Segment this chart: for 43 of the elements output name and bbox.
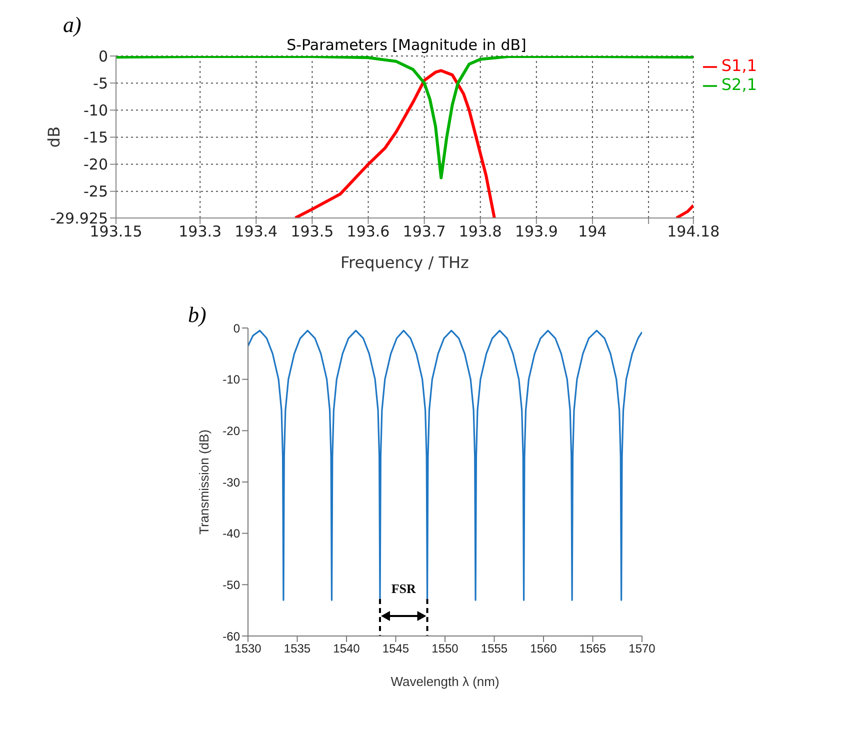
annotation: FSR	[391, 580, 417, 596]
y-tick-label: -20	[84, 156, 108, 174]
x-axis-title: Frequency / THz	[340, 253, 469, 272]
y-tick-label: -30	[222, 475, 240, 490]
y-tick-label: -40	[222, 526, 240, 541]
x-tick-label: 1570	[628, 642, 656, 656]
x-tick-label: 1555	[480, 642, 508, 656]
x-tick-label: 193.4	[234, 222, 278, 241]
x-axis-title: Wavelength λ (nm)	[390, 674, 500, 689]
chart-title: S-Parameters [Magnitude in dB]	[286, 36, 528, 54]
x-tick-label: 193.6	[346, 222, 390, 241]
x-tick-label: 193.5	[290, 222, 334, 241]
x-tick-label: 1560	[530, 642, 558, 656]
legend-label: S2,1	[721, 75, 757, 94]
text: b)	[188, 302, 206, 328]
text: a)	[63, 12, 82, 38]
x-tick-label: 1540	[333, 642, 360, 656]
y-tick-label: -10	[222, 372, 240, 387]
x-tick-label: 1550	[432, 642, 459, 656]
y-tick-label: -20	[222, 424, 240, 438]
y-tick-label: -50	[222, 578, 240, 592]
y-tick-label: -10	[84, 101, 108, 120]
x-tick-label: 193.7	[402, 222, 446, 241]
x-tick-label: 1565	[579, 642, 606, 656]
y-axis-title: dB	[44, 126, 64, 148]
x-tick-label: 1545	[382, 642, 410, 656]
x-tick-label: 193.3	[178, 222, 222, 241]
x-tick-label: 193.8	[458, 222, 502, 241]
x-tick-label: 193.9	[514, 222, 558, 241]
x-tick-label: 1530	[234, 642, 262, 656]
line-series	[248, 330, 642, 601]
y-tick-label: 0	[233, 321, 240, 336]
x-tick-label: 1535	[284, 642, 311, 656]
y-tick-label: 0	[98, 47, 108, 66]
x-tick-label: 194	[578, 222, 607, 241]
y-tick-label: -25	[84, 182, 108, 201]
y-tick-label: -5	[93, 74, 108, 92]
x-tick-label: 194.18	[667, 222, 720, 241]
x-tick-label: 193.15	[90, 222, 142, 241]
y-axis-title: Transmission (dB)	[196, 430, 212, 534]
y-tick-label: -15	[84, 128, 108, 147]
y-tick-label: -60	[222, 629, 240, 644]
legend-label: S1,1	[721, 56, 757, 75]
